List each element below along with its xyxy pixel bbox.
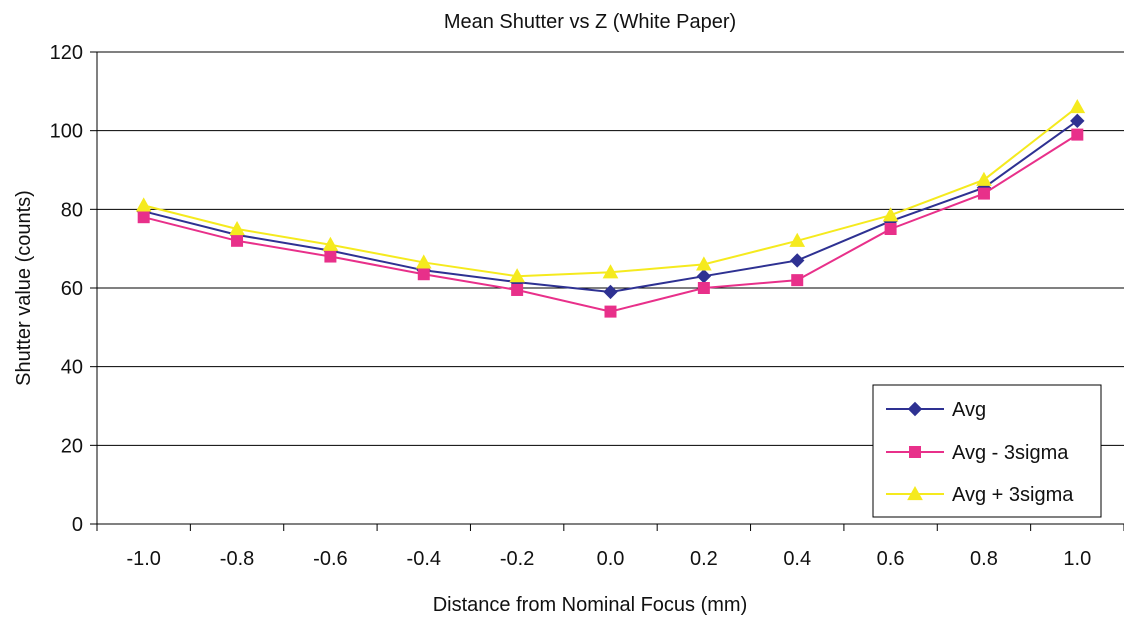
y-tick-label: 0	[72, 514, 83, 536]
data-point	[511, 283, 524, 296]
x-tick-label: 0.4	[783, 548, 811, 570]
x-axis-title: Distance from Nominal Focus (mm)	[433, 594, 748, 616]
y-tick-label: 40	[61, 357, 83, 379]
series-lines	[135, 99, 1086, 318]
data-point	[696, 268, 712, 284]
data-point	[324, 250, 337, 263]
series-line	[143, 106, 1078, 278]
x-tick-labels: -1.0 -0.8 -0.6 -0.4 -0.2 0.0 0.2 0.4 0.6 0.8 1.0	[126, 548, 1091, 570]
legend-marker	[907, 401, 923, 417]
x-tick-label: 1.0	[1063, 548, 1091, 570]
data-point	[1070, 113, 1085, 129]
x-tick-label: -1.0	[126, 548, 160, 570]
legend-label: Avg - 3sigma	[952, 442, 1069, 464]
series-2	[137, 128, 1084, 318]
x-tick-label: -0.4	[407, 548, 441, 570]
data-point	[790, 253, 805, 268]
y-tick-labels: 0 20 40 60 80 100 120	[50, 42, 83, 536]
y-axis-title: Shutter value (counts)	[13, 190, 35, 386]
x-tick-label: 0.2	[690, 548, 718, 570]
data-point	[882, 207, 899, 222]
data-point	[789, 232, 806, 247]
x-tick-label: 0.6	[877, 548, 905, 570]
legend: Avg Avg - 3sigma Avg + 3sigma	[872, 384, 1102, 518]
axes	[96, 52, 1124, 531]
x-tick-label: -0.6	[313, 548, 347, 570]
data-point	[602, 264, 619, 279]
chart-title: Mean Shutter vs Z (White Paper)	[444, 11, 736, 33]
data-point	[604, 305, 617, 318]
data-point	[135, 197, 152, 212]
data-point	[697, 282, 710, 294]
x-tick-label: 0.8	[970, 548, 998, 570]
legend-label: Avg	[952, 399, 986, 421]
y-tick-label: 60	[61, 278, 83, 300]
legend-marker	[907, 485, 923, 501]
data-point	[977, 187, 990, 200]
series-3	[135, 99, 1086, 283]
legend-label: Avg + 3sigma	[952, 484, 1074, 506]
data-point	[231, 234, 244, 247]
data-point	[417, 268, 430, 281]
data-point	[1069, 99, 1086, 114]
data-point	[229, 220, 245, 236]
x-tick-label: -0.8	[220, 548, 254, 570]
legend-marker	[909, 446, 921, 458]
data-point	[415, 254, 432, 269]
data-point	[603, 284, 618, 300]
data-point	[791, 274, 804, 287]
data-point	[322, 236, 339, 251]
y-tick-label: 20	[61, 435, 83, 457]
x-tick-label: -0.2	[500, 548, 534, 570]
y-tick-label: 100	[50, 121, 83, 143]
y-tick-label: 120	[50, 42, 83, 64]
data-point	[1071, 128, 1084, 141]
data-point	[696, 256, 712, 271]
data-point	[137, 211, 150, 224]
data-point	[884, 223, 897, 235]
y-tick-label: 80	[61, 199, 83, 221]
data-point	[509, 268, 525, 283]
x-tick-label: 0.0	[597, 548, 625, 570]
data-point	[976, 171, 992, 186]
